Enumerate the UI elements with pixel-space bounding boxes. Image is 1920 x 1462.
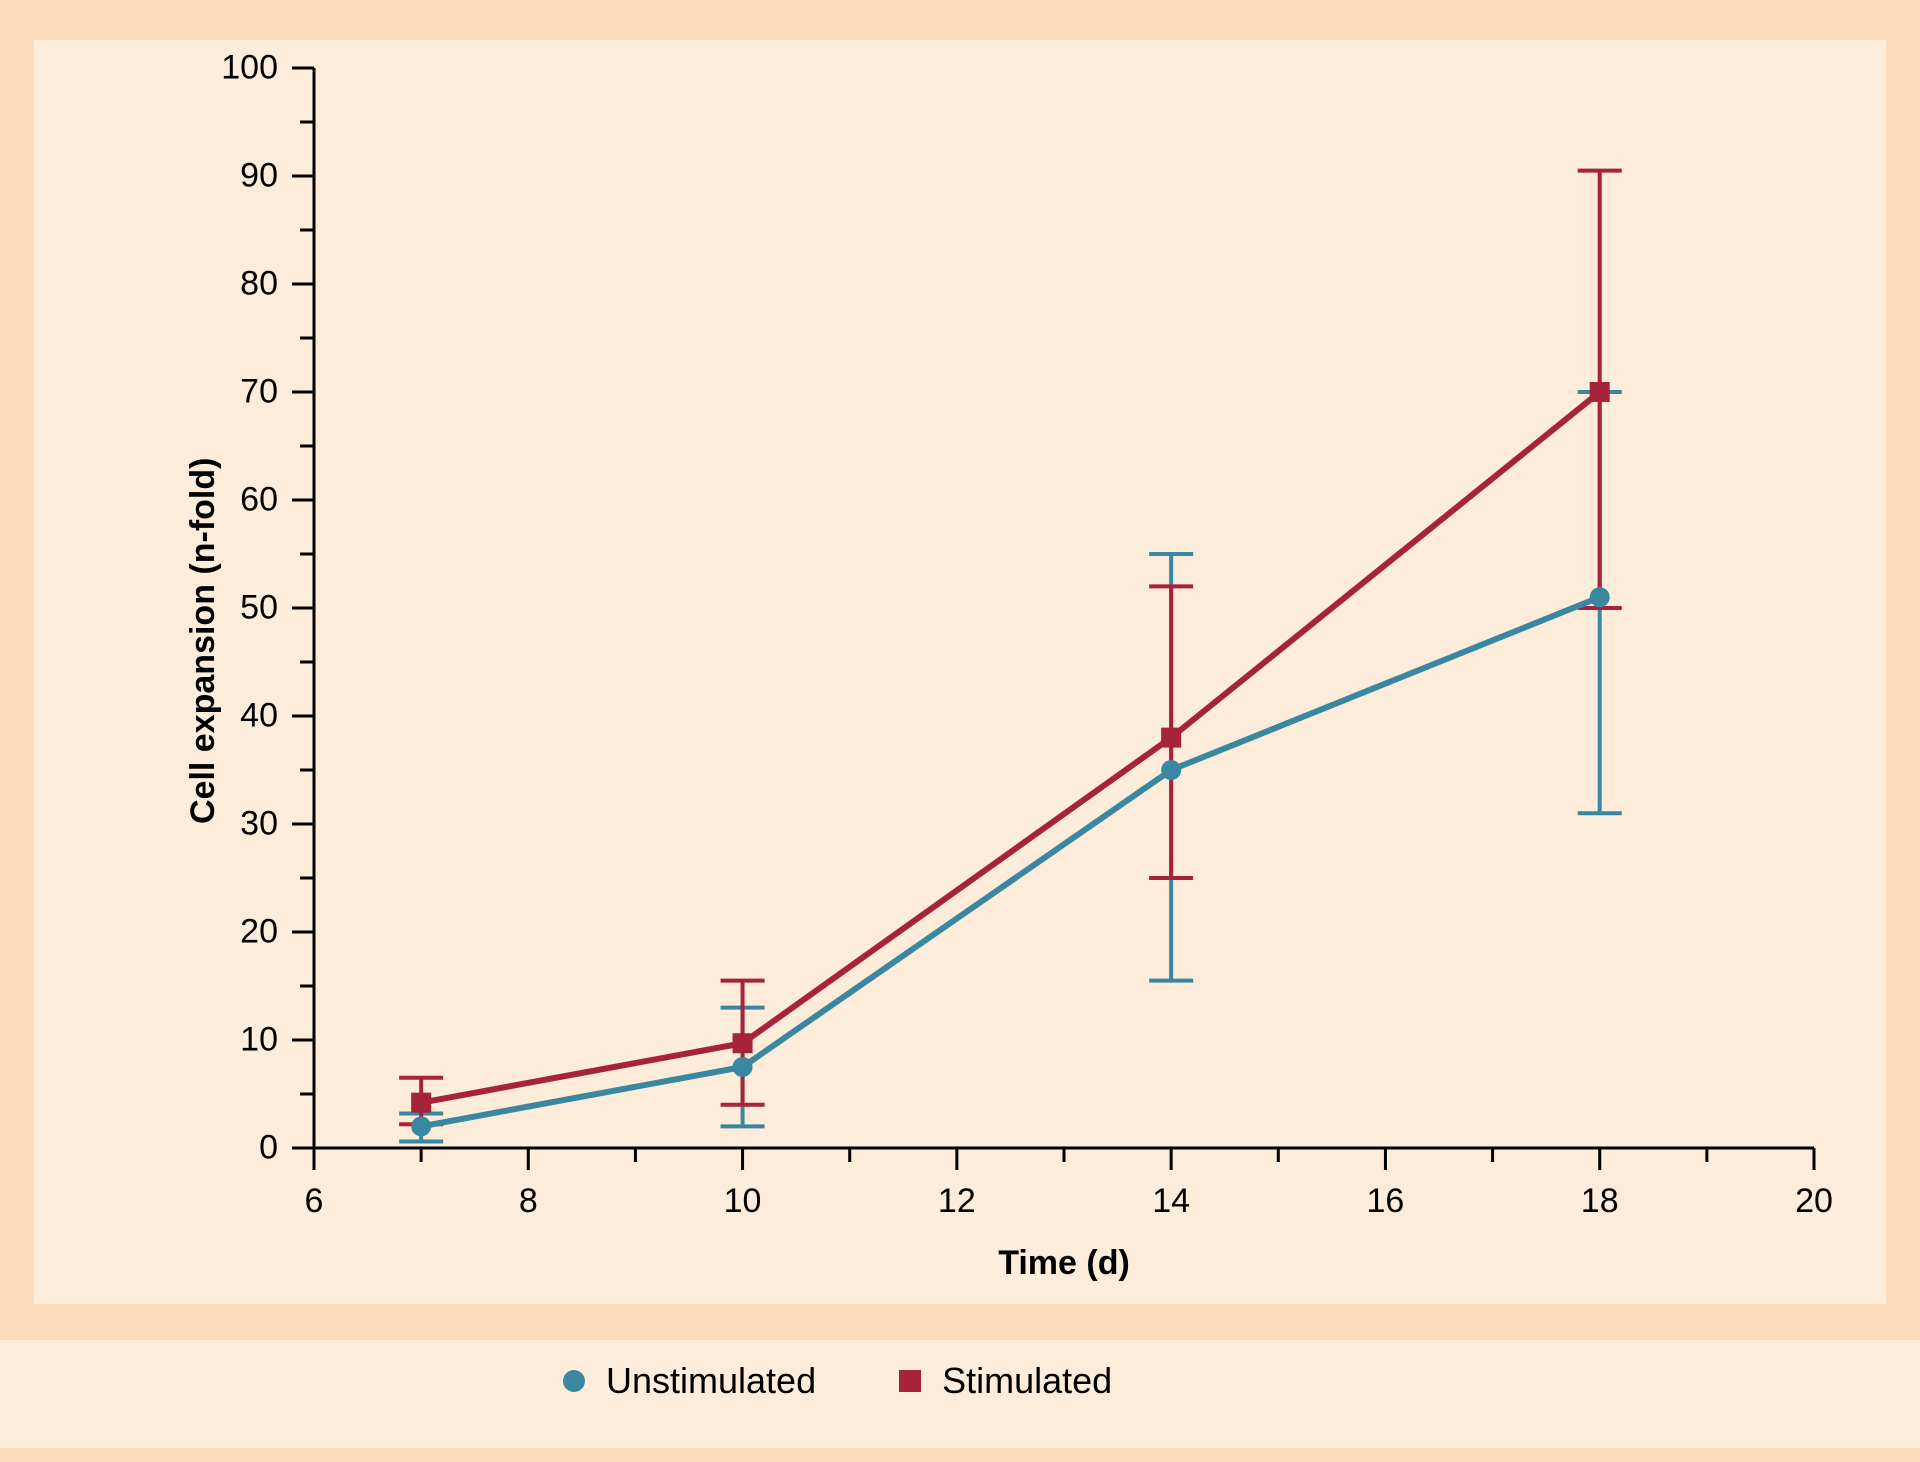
y-tick-label: 100	[221, 49, 278, 88]
y-tick-label: 80	[240, 265, 278, 304]
legend-label: Stimulated	[942, 1360, 1112, 1402]
x-axis-label: Time (d)	[998, 1244, 1130, 1283]
figure-outer: Cell expansion (n-fold) Time (d) 6 8 10 12 1…	[0, 0, 1920, 1462]
chart-svg	[34, 40, 1886, 1304]
y-tick-label: 30	[240, 805, 278, 844]
y-tick-label: 20	[240, 913, 278, 952]
legend-item: Stimulated	[896, 1360, 1112, 1402]
y-tick-label: 60	[240, 481, 278, 520]
x-tick-label: 20	[1795, 1182, 1833, 1221]
y-tick-label: 90	[240, 157, 278, 196]
x-tick-label: 12	[938, 1182, 976, 1221]
x-tick-label: 14	[1152, 1182, 1190, 1221]
chart-panel: Cell expansion (n-fold) Time (d) 6 8 10 12 1…	[34, 40, 1886, 1304]
x-tick-label: 10	[724, 1182, 762, 1221]
x-tick-label: 6	[305, 1182, 324, 1221]
y-tick-label: 40	[240, 697, 278, 736]
y-axis-label: Cell expansion (n-fold)	[184, 458, 223, 824]
legend-item: Unstimulated	[560, 1360, 816, 1402]
x-tick-label: 18	[1581, 1182, 1619, 1221]
y-tick-label: 0	[259, 1129, 278, 1168]
x-tick-label: 16	[1367, 1182, 1405, 1221]
y-tick-label: 10	[240, 1021, 278, 1060]
x-tick-label: 8	[519, 1182, 538, 1221]
circle-marker-icon	[560, 1367, 588, 1395]
square-marker-icon	[896, 1367, 924, 1395]
y-tick-label: 70	[240, 373, 278, 412]
y-tick-label: 50	[240, 589, 278, 628]
chart-legend: Unstimulated Stimulated	[560, 1360, 1112, 1402]
legend-label: Unstimulated	[606, 1360, 816, 1402]
